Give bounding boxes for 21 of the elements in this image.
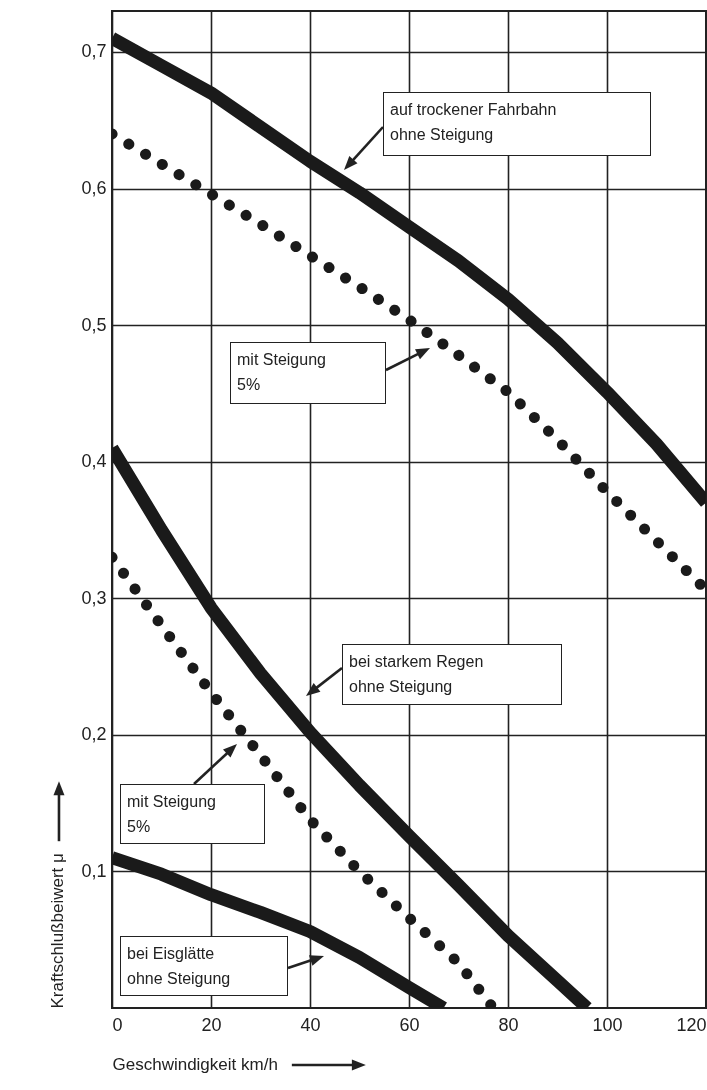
x-tick-label: 60	[399, 1014, 420, 1035]
x-tick-label: 120	[676, 1014, 707, 1035]
y-tick-label: 0,3	[81, 587, 107, 608]
x-tick-label: 100	[592, 1014, 623, 1035]
x-tick-label: 20	[201, 1014, 222, 1035]
y-tick-label: 0,1	[81, 860, 107, 881]
x-tick-label: 40	[300, 1014, 321, 1035]
y-tick-label: 0,2	[81, 724, 107, 745]
y-axis-title: Kraftschlußbeiwert μ	[48, 853, 68, 1009]
x-tick-label: 80	[498, 1014, 519, 1035]
y-tick-label: 0,6	[81, 178, 107, 199]
text-box: bei Eisglätte ohne Steigung	[120, 936, 288, 996]
y-tick-label: 0,7	[81, 41, 107, 62]
text-box: bei starkem Regen ohne Steigung	[342, 644, 562, 705]
x-tick-label: 0	[112, 1014, 123, 1035]
text-box: mit Steigung 5%	[120, 784, 265, 844]
y-tick-label: 0,5	[81, 314, 107, 335]
x-axis-title: Geschwindigkeit km/h	[112, 1054, 278, 1074]
text-box: mit Steigung 5%	[230, 342, 386, 404]
y-tick-label: 0,4	[81, 451, 107, 472]
text-box: auf trockener Fahrbahn ohne Steigung	[383, 92, 651, 156]
